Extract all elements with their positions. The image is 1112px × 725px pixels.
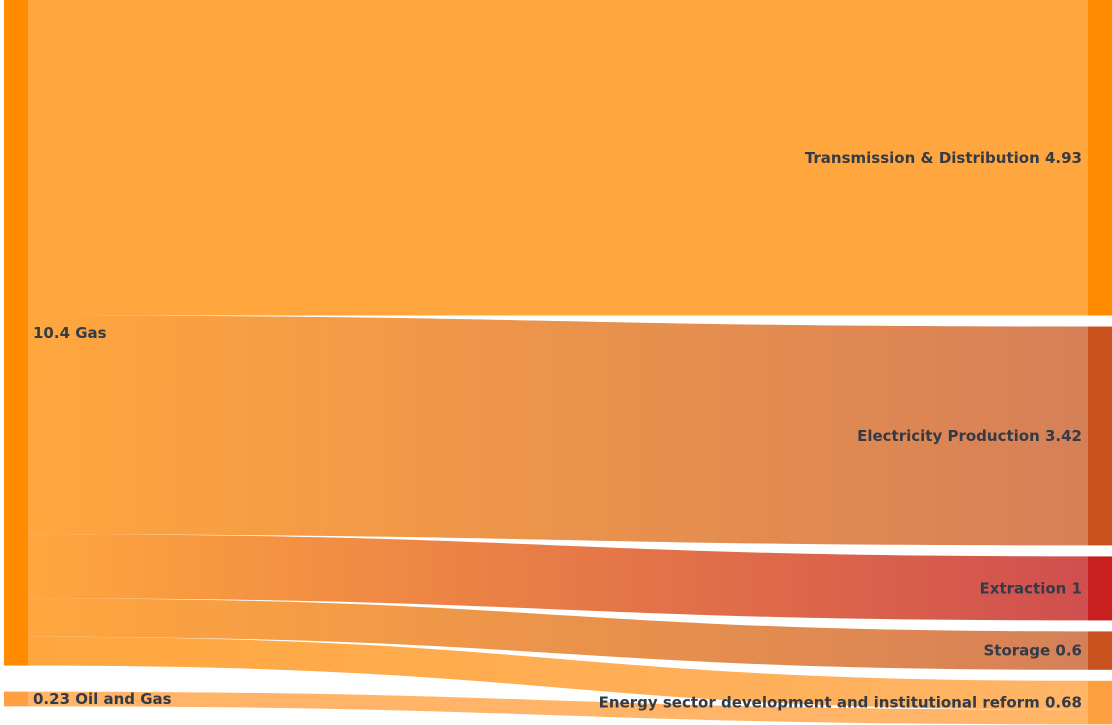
sankey-node-ep[interactable] bbox=[1088, 326, 1112, 546]
sankey-label-ep: Electricity Production 3.42 bbox=[857, 427, 1082, 445]
sankey-node-esd[interactable] bbox=[1088, 680, 1112, 725]
sankey-node-st[interactable] bbox=[1088, 631, 1112, 670]
sankey-label-ex: Extraction 1 bbox=[980, 579, 1082, 597]
sankey-node-ex[interactable] bbox=[1088, 556, 1112, 621]
sankey-label-st: Storage 0.6 bbox=[983, 642, 1082, 660]
sankey-label-oil_gas: 0.23 Oil and Gas bbox=[33, 690, 172, 708]
sankey-link-gas-to-ep[interactable] bbox=[28, 315, 1088, 546]
sankey-link-gas-to-esd[interactable] bbox=[28, 636, 1088, 710]
sankey-label-esd: Energy sector development and institutio… bbox=[599, 694, 1082, 712]
sankey-node-oil_gas[interactable] bbox=[4, 691, 28, 707]
sankey-link-gas-to-td[interactable] bbox=[28, 0, 1088, 316]
sankey-labels: 10.4 Gas 0.23 Oil and Gas Transmission & D… bbox=[33, 149, 1082, 712]
sankey-link-gas-to-st[interactable] bbox=[28, 598, 1088, 670]
sankey-links bbox=[28, 0, 1088, 725]
sankey-link-oil_gas-to-esd[interactable] bbox=[28, 691, 1088, 725]
sankey-label-td: Transmission & Distribution 4.93 bbox=[805, 149, 1082, 167]
sankey-node-td[interactable] bbox=[1088, 0, 1112, 316]
sankey-link-gas-to-ex[interactable] bbox=[28, 534, 1088, 621]
sankey-label-gas: 10.4 Gas bbox=[33, 324, 107, 342]
sankey-nodes bbox=[4, 0, 1112, 725]
sankey-node-gas[interactable] bbox=[4, 0, 28, 666]
